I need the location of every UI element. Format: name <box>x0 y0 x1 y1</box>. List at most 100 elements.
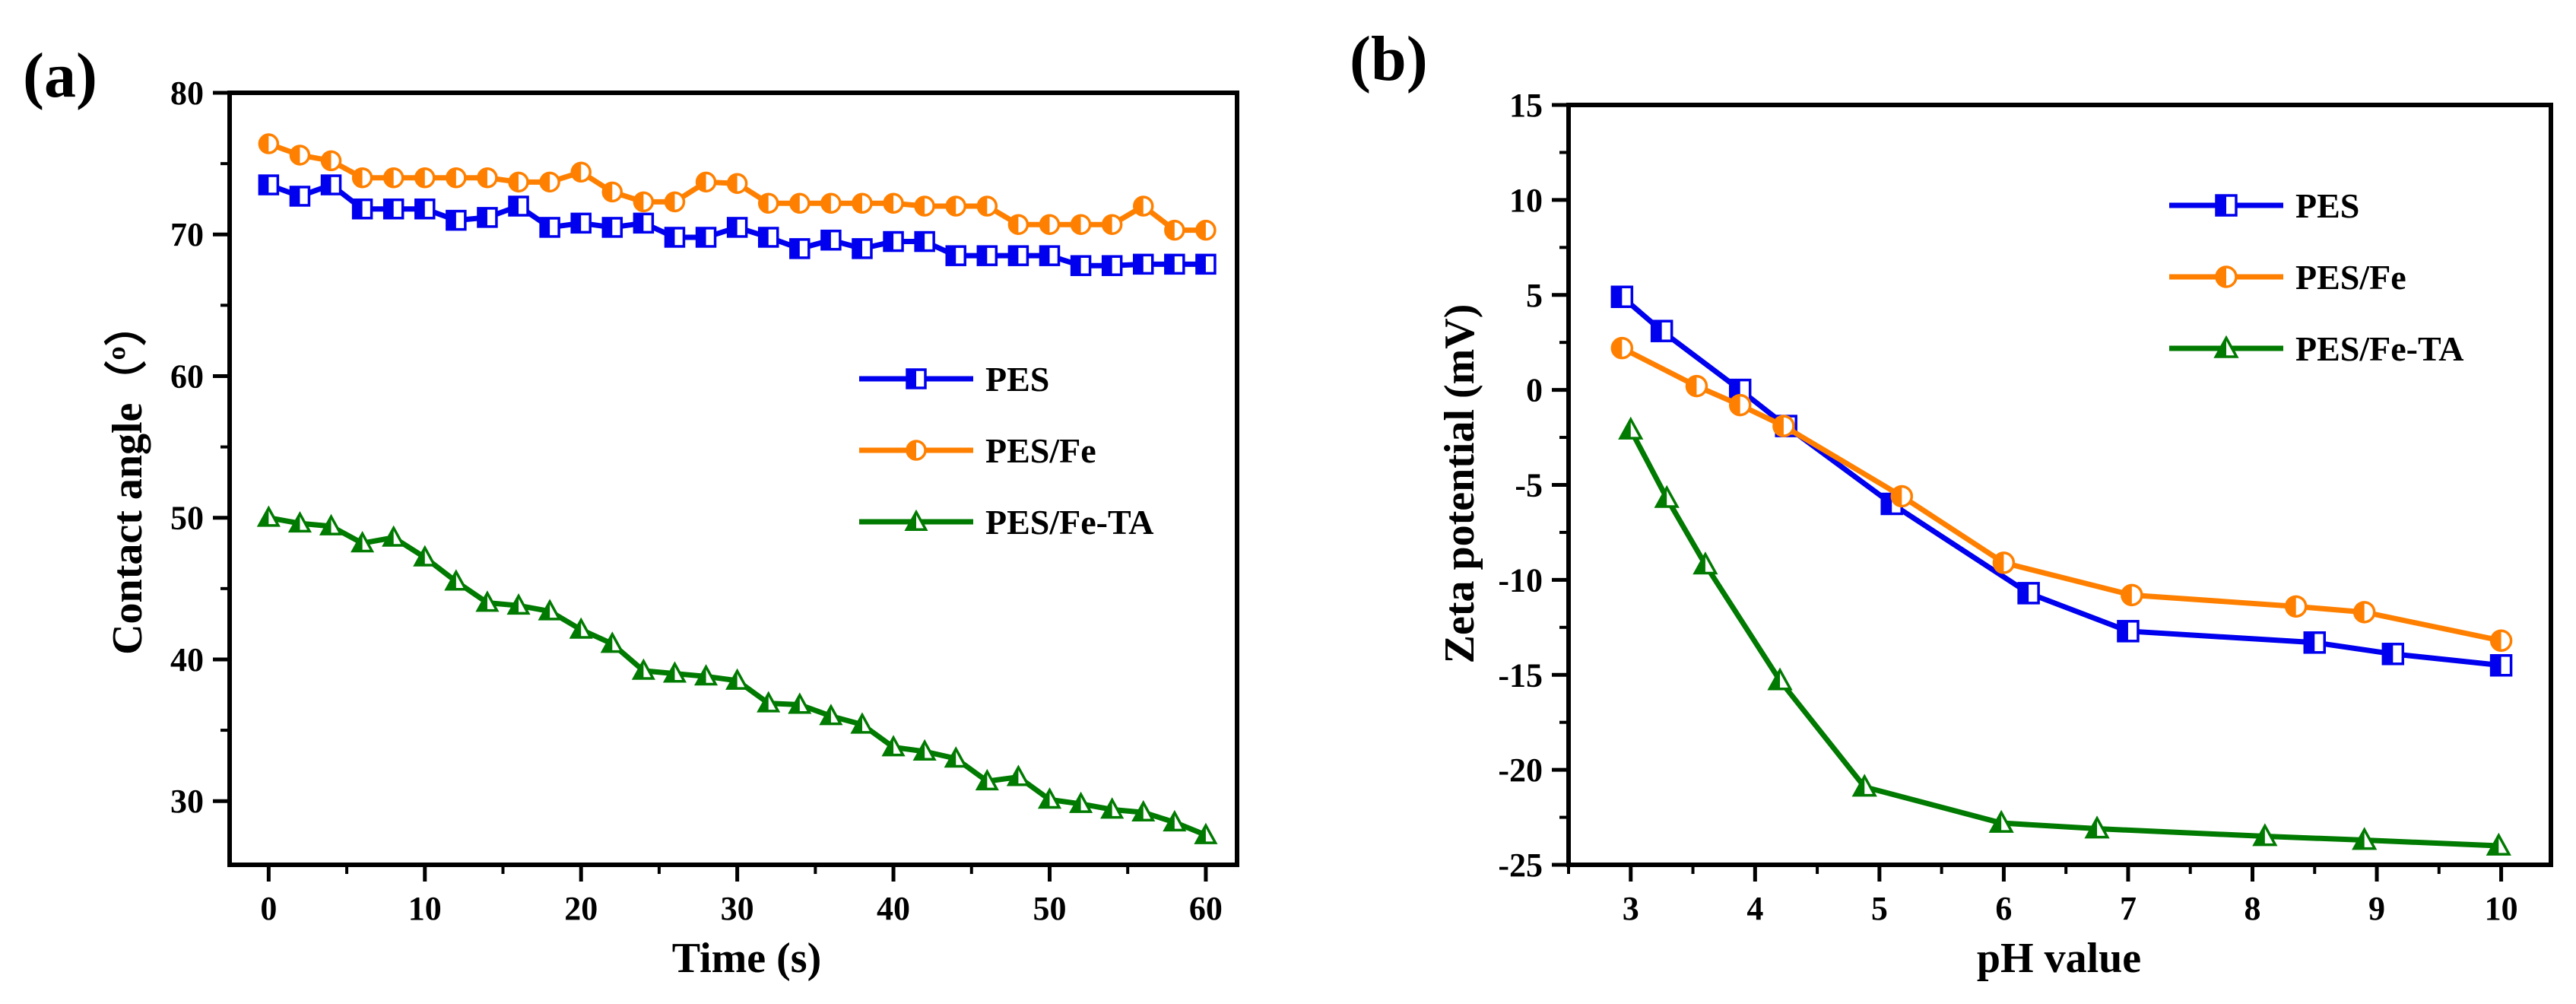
panel-b-data-point-pes-fe-ta <box>2252 823 2278 847</box>
panel-a-data-point-pes-fe-ta <box>319 513 344 535</box>
panel-a-data-point-pes <box>414 198 436 220</box>
panel-a-data-point-pes-fe-ta <box>944 746 968 768</box>
panel-b-x-tick-label: 3 <box>1623 890 1639 927</box>
panel-a-data-point-pes-fe <box>1007 214 1029 235</box>
panel-b-y-tick-label: -15 <box>1498 656 1543 694</box>
panel-a-data-point-pes-fe-ta <box>975 768 999 791</box>
panel-a-data-point-pes <box>664 227 686 248</box>
panel-b-data-point-pes-fe <box>1685 374 1708 398</box>
panel-a-data-point-pes-fe <box>289 145 311 166</box>
panel-a-data-point-pes-fe <box>351 167 373 189</box>
panel-a-legend-label-pes: PES <box>985 360 1049 399</box>
panel-b-label: (b) <box>1350 24 1428 94</box>
panel-a-legend-label-pes-fe: PES/Fe <box>985 431 1096 470</box>
panel-a-x-axis-title: Time (s) <box>672 935 822 982</box>
panel-a-data-point-pes-fe <box>633 191 655 213</box>
panel-b-x-tick-label: 5 <box>1871 890 1888 927</box>
panel-a-data-point-pes-fe <box>382 167 404 189</box>
panel-b-data-point-pes <box>1610 285 1634 308</box>
panel-b-data-point-pes <box>2017 582 2040 605</box>
panel-a-data-point-pes-fe <box>1101 214 1123 235</box>
panel-a-data-point-pes <box>289 186 311 207</box>
panel-b-data-point-pes-fe <box>1610 336 1634 360</box>
panel-b-x-tick-label: 6 <box>1995 890 2012 927</box>
panel-b-data-point-pes-fe-ta <box>1618 416 1644 440</box>
panel-a-y-tick-label: 50 <box>170 500 204 537</box>
panel-a-data-point-pes-fe-ta <box>881 735 906 757</box>
panel-a-data-point-pes-fe-ta <box>1131 799 1156 822</box>
panel-b-y-tick-label: 5 <box>1526 277 1543 314</box>
panel-a-legend-marker-pes <box>906 368 927 389</box>
panel-b-data-point-pes-fe-ta <box>1654 485 1680 508</box>
panel-a-data-point-pes-fe <box>757 192 779 214</box>
panel-a-data-point-pes-fe-ta <box>725 668 750 690</box>
panel-a-data-point-pes-fe-ta <box>662 661 687 683</box>
panel-a-data-point-pes <box>601 217 623 238</box>
panel-a-data-point-pes <box>539 217 560 238</box>
panel-a-data-point-pes <box>726 217 748 238</box>
panel-b-series-line-pes <box>1620 294 2501 669</box>
panel-b-x-tick-label: 10 <box>2485 890 2518 927</box>
panel-b-zeta-potential: (b) 3 4 5 6 7 8 9 10 -25 -20 -15 -10 -5 0 5 10 15 pH val… <box>1350 24 2553 982</box>
panel-a-data-point-pes-fe-ta <box>413 545 437 567</box>
panel-b-data-point-pes-fe-ta <box>2084 815 2110 839</box>
panel-a-data-point-pes-fe <box>852 192 873 214</box>
panel-b-y-tick-label: -10 <box>1498 561 1543 599</box>
panel-a-data-point-pes-fe-ta <box>757 691 781 713</box>
panel-a-data-point-pes-fe <box>1132 195 1154 217</box>
panel-b-legend: PES PES/Fe PES/Fe-TA <box>2169 186 2463 368</box>
panel-a-data-point-pes-fe <box>477 167 498 189</box>
panel-a-data-point-pes-fe <box>601 181 623 203</box>
panel-a-data-point-pes-fe <box>883 192 904 214</box>
panel-a-data-point-pes-fe <box>258 133 280 154</box>
panel-b-data-point-pes-fe <box>2489 629 2513 653</box>
panel-a-x-tick-label: 30 <box>721 890 754 927</box>
panel-a-data-point-pes-fe-ta <box>912 739 937 761</box>
panel-a-data-point-pes-fe-ta <box>569 617 593 639</box>
panel-a-data-point-pes <box>1195 253 1217 275</box>
panel-a-legend-item-pes-fe: PES/Fe <box>859 431 1096 470</box>
panel-a-data-point-pes-fe-ta <box>788 692 812 714</box>
panel-a-x-tick-label: 10 <box>408 890 442 927</box>
panel-a-data-point-pes-fe-ta <box>444 569 468 591</box>
panel-a-legend: PES PES/Fe PES/Fe-TA <box>859 360 1153 542</box>
panel-b-data-point-pes-fe-ta <box>1988 809 2014 833</box>
panel-a-data-point-pes <box>258 174 280 195</box>
panel-b-legend-marker-pes <box>2215 194 2238 217</box>
panel-a-y-tick-label: 80 <box>170 75 204 112</box>
panel-b-y-tick-label: 0 <box>1526 372 1543 409</box>
panel-b-data-point-pes-fe <box>1992 551 2016 574</box>
panel-a-data-point-pes-fe-ta <box>475 590 500 612</box>
panel-a-data-point-pes-fe <box>508 171 529 193</box>
panel-b-y-tick-label: -20 <box>1498 751 1543 789</box>
panel-b-legend-marker-pes-fe-ta <box>2213 335 2239 358</box>
panel-b-data-point-pes-fe-ta <box>2352 827 2378 850</box>
panel-a-data-point-pes-fe <box>789 192 811 214</box>
panel-a-x-tick-label: 60 <box>1189 890 1223 927</box>
panel-a-data-point-pes-fe <box>1164 219 1185 241</box>
panel-b-legend-item-pes-fe: PES/Fe <box>2169 258 2406 297</box>
panel-b-data-point-pes <box>2303 631 2327 654</box>
panel-a-data-point-pes <box>883 230 904 253</box>
panel-a-data-point-pes <box>976 245 998 266</box>
panel-a-plot-frame <box>227 91 1239 867</box>
panel-a-data-point-pes-fe-ta <box>351 531 375 553</box>
panel-a-data-point-pes <box>695 227 717 248</box>
panel-a-data-point-pes-fe-ta <box>850 712 874 734</box>
panel-a-legend-marker-pes-fe-ta <box>904 509 928 531</box>
panel-a-y-tick-label: 30 <box>170 783 204 820</box>
panel-b-legend-marker-pes-fe <box>2215 265 2238 288</box>
panel-b-y-tick-label: -5 <box>1515 467 1543 504</box>
panel-a-data-point-pes <box>757 227 779 248</box>
panel-a-data-point-pes <box>382 198 404 220</box>
panel-a-data-point-pes-fe-ta <box>256 505 281 527</box>
panel-b-data-point-pes <box>1650 319 1673 342</box>
panel-a-data-point-pes-fe <box>414 167 436 189</box>
panel-a-marks <box>256 133 1218 844</box>
panel-a-data-point-pes <box>914 230 935 253</box>
panel-a-ticks: 0 10 20 30 40 50 60 30 40 50 60 70 80 <box>170 75 1223 927</box>
panel-a-data-point-pes-fe <box>695 171 717 193</box>
panel-a-data-point-pes <box>320 174 342 195</box>
panel-b-x-tick-label: 4 <box>1746 890 1763 927</box>
